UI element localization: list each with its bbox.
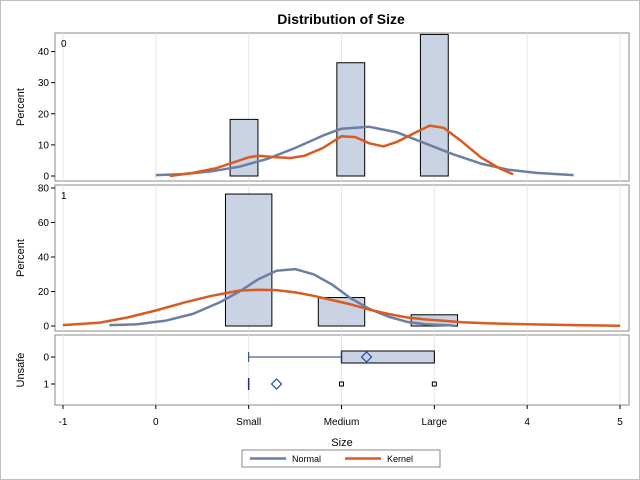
panel-0-ytick-label-3: 30: [38, 78, 50, 89]
panel-1-ytick-label-4: 80: [38, 184, 50, 195]
panel-1-kernel-curve: [62, 288, 621, 327]
xtick-label-2: Small: [236, 417, 261, 428]
panel-1-normal-curve: [109, 267, 453, 327]
panel-0-kernel-curve: [169, 124, 514, 178]
xtick-label-6: 5: [617, 417, 623, 428]
xtick-label-0: -1: [59, 417, 68, 428]
xtick-label-3: Medium: [324, 417, 360, 428]
x-axis-label: Size: [331, 437, 352, 449]
panel-0-bar-2: [419, 33, 449, 177]
panel-1-ytick-label-0: 0: [43, 322, 49, 333]
legend-label-0: Normal: [292, 454, 321, 464]
panel-1-ytick-label-1: 20: [38, 287, 50, 298]
legend-label-1: Kernel: [387, 454, 413, 464]
boxplot-1-outlier-1: [431, 381, 437, 387]
boxplot-0-mean-marker: [360, 351, 373, 363]
xtick-label-4: Large: [422, 417, 448, 428]
panel-0-bar-1: [336, 62, 366, 177]
panel-1-ytick-label-3: 60: [38, 218, 50, 229]
panel-0-ytick-label-0: 0: [43, 172, 49, 183]
panel-0-ytick-label-2: 20: [38, 109, 50, 120]
boxplot-ylabel: Unsafe: [15, 353, 27, 388]
plot-layer: 0102030400Percent0204060801Percent01Unsa…: [15, 32, 630, 468]
panel-1-ylabel: Percent: [15, 239, 27, 277]
boxplot-ytick-label-1: 1: [43, 380, 49, 391]
panel-0-group-label: 0: [61, 39, 67, 50]
panel-0-ytick-label-1: 10: [38, 140, 50, 151]
legend-frame: [241, 449, 441, 468]
xtick-label-5: 4: [524, 417, 530, 428]
panel-1-group-label: 1: [61, 191, 67, 202]
panel-1-bar-0: [224, 193, 273, 327]
chart-title: Distribution of Size: [277, 11, 405, 27]
panel-0-ytick-label-4: 40: [38, 47, 50, 58]
boxplot-ytick-label-0: 0: [43, 353, 49, 364]
boxplot-1-mean-marker: [270, 378, 283, 390]
panel-1-ytick-label-2: 40: [38, 253, 50, 264]
boxplot-1-outlier-0: [339, 381, 344, 387]
panel-0-ylabel: Percent: [15, 88, 27, 126]
boxplot-0-box: [341, 350, 435, 364]
xtick-label-1: 0: [153, 417, 159, 428]
